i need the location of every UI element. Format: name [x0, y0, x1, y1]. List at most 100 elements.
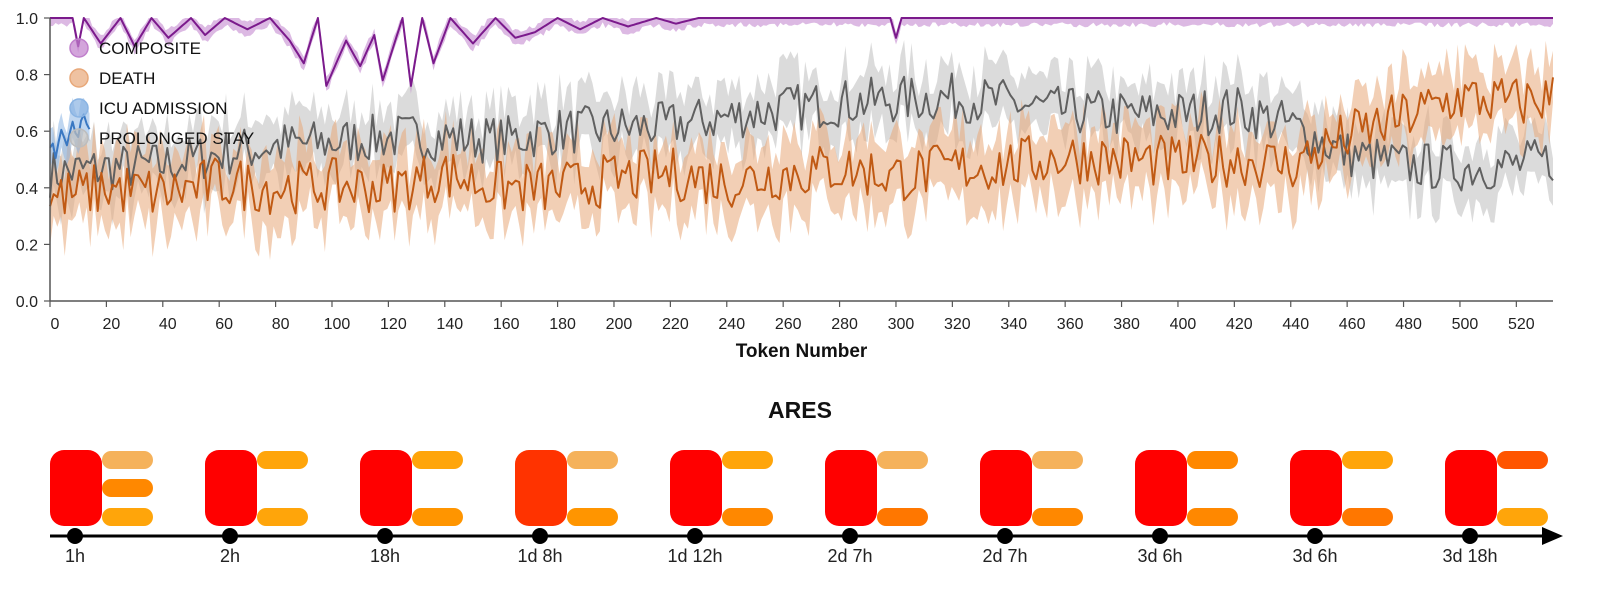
event-bar	[412, 451, 463, 469]
timeline-label: 1d 8h	[517, 546, 562, 566]
timeline-label: 2h	[220, 546, 240, 566]
legend-marker-death	[69, 68, 89, 88]
event-bar	[567, 451, 618, 469]
event-bar	[1342, 451, 1393, 469]
timeline-event: 18h	[360, 450, 463, 566]
x-tick-label: 120	[380, 316, 407, 333]
event-main-block	[515, 450, 567, 526]
event-main-block	[825, 450, 877, 526]
event-bar	[1187, 508, 1238, 526]
legend-label-composite: COMPOSITE	[99, 39, 201, 58]
series-lines	[49, 17, 1554, 215]
band-death	[50, 40, 1553, 261]
y-tick-label: 0.6	[16, 124, 38, 141]
x-ticks: 0 20 40 60 80 100 120 140 160 180 200 220 240 260 280 3…	[49, 301, 1535, 333]
event-bar	[102, 479, 153, 497]
y-ticks: 0.0 0.2 0.4 0.6 0.8 1.0	[16, 11, 50, 311]
timeline-event: 1d 8h	[515, 450, 618, 566]
x-tick-label: 380	[1113, 316, 1140, 333]
timeline-event: 3d 6h	[1135, 450, 1238, 566]
legend-label-prolonged-stay: PROLONGED STAY	[99, 129, 254, 148]
event-bar	[877, 451, 928, 469]
event-bar	[877, 508, 928, 526]
band-composite	[50, 18, 1553, 94]
event-main-block	[360, 450, 412, 526]
line-composite	[50, 17, 1553, 87]
x-tick-label: 20	[102, 316, 120, 333]
event-bar	[1032, 508, 1083, 526]
event-main-block	[980, 450, 1032, 526]
event-bar	[1187, 451, 1238, 469]
x-tick-label: 460	[1339, 316, 1366, 333]
timeline-label: 3d 18h	[1442, 546, 1497, 566]
legend-marker-icu-admission	[69, 98, 89, 118]
line-death	[49, 77, 1554, 215]
x-tick-label: 240	[718, 316, 745, 333]
x-tick-label: 280	[831, 316, 858, 333]
x-tick-label: 140	[436, 316, 463, 333]
plot-area: 0 20 40 60 80 100 120 140 160 180 200 220 240 260 280 3…	[16, 11, 1554, 362]
x-tick-label: 160	[493, 316, 520, 333]
event-bar	[1032, 451, 1083, 469]
x-tick-label: 360	[1057, 316, 1084, 333]
event-main-block	[1135, 450, 1187, 526]
x-tick-label: 420	[1226, 316, 1253, 333]
event-main-block	[1290, 450, 1342, 526]
timeline-event: 2d 7h	[825, 450, 928, 566]
timeline-event: 2h	[205, 450, 308, 566]
event-main-block	[205, 450, 257, 526]
x-tick-label: 40	[159, 316, 177, 333]
y-tick-label: 0.8	[16, 68, 38, 85]
line-prolonged-stay	[49, 72, 1554, 198]
x-tick-label: 180	[549, 316, 576, 333]
timeline-label: 18h	[370, 546, 400, 566]
x-tick-label: 320	[944, 316, 971, 333]
event-bar	[102, 508, 153, 526]
event-bar	[102, 451, 153, 469]
x-tick-label: 60	[215, 316, 233, 333]
event-bar	[722, 508, 773, 526]
event-main-block	[50, 450, 102, 526]
y-tick-label: 0.0	[16, 294, 38, 311]
legend-marker-prolonged-stay	[69, 128, 89, 148]
timeline-label: 3d 6h	[1292, 546, 1337, 566]
event-bar	[722, 451, 773, 469]
event-main-block	[1445, 450, 1497, 526]
timeline-events: 1h 2h 18h 1d 8h 1d 12h 2d 7h 2d 7h 3d 6h 3d 6h 3d…	[50, 450, 1548, 566]
event-bar	[1497, 508, 1548, 526]
x-tick-label: 100	[324, 316, 351, 333]
y-tick-label: 0.2	[16, 237, 38, 254]
legend-label-death: DEATH	[99, 69, 155, 88]
x-tick-label: 440	[1282, 316, 1309, 333]
timeline-event: 1h	[50, 450, 153, 566]
event-bar	[567, 508, 618, 526]
event-bar	[257, 451, 308, 469]
x-tick-label: 0	[51, 316, 60, 333]
legend: COMPOSITE DEATH ICU ADMISSION PROLONGED STA…	[69, 38, 254, 148]
timeline-event: 1d 12h	[667, 450, 773, 566]
timeline-label: 2d 7h	[827, 546, 872, 566]
timeline-event: 2d 7h	[980, 450, 1083, 566]
timeline-title: ARES	[768, 397, 832, 423]
x-axis-title: Token Number	[736, 341, 868, 362]
event-bar	[1342, 508, 1393, 526]
x-tick-label: 220	[662, 316, 689, 333]
timeline: ARES 1h 2h 18h 1d 8h 1d 12h 2d 7h 2d 7h 3d 6h 3d…	[50, 397, 1563, 566]
x-tick-label: 400	[1170, 316, 1197, 333]
event-main-block	[670, 450, 722, 526]
x-tick-label: 500	[1452, 316, 1479, 333]
x-tick-label: 520	[1508, 316, 1535, 333]
y-tick-label: 1.0	[16, 11, 38, 28]
confidence-bands	[50, 18, 1553, 261]
x-tick-label: 200	[606, 316, 633, 333]
timeline-event: 3d 18h	[1442, 450, 1548, 566]
legend-marker-composite	[69, 38, 89, 58]
x-tick-label: 340	[1000, 316, 1027, 333]
event-bar	[1497, 451, 1548, 469]
x-tick-label: 80	[272, 316, 290, 333]
x-tick-label: 480	[1395, 316, 1422, 333]
y-tick-label: 0.4	[16, 181, 38, 198]
timeline-label: 1d 12h	[667, 546, 722, 566]
legend-label-icu-admission: ICU ADMISSION	[99, 99, 227, 118]
